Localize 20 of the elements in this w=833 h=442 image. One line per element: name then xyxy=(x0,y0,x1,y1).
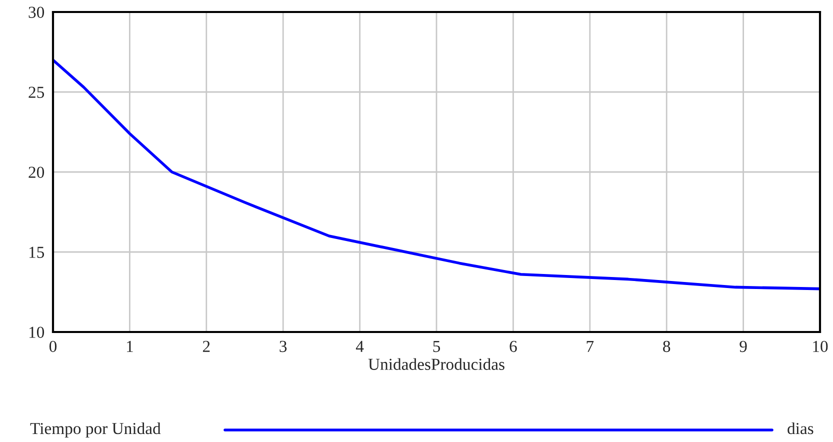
text: dias xyxy=(788,422,814,434)
y-tick-label: 10 xyxy=(29,326,44,338)
x-tick-label: 5 xyxy=(433,340,440,352)
line-series xyxy=(53,58,820,290)
x-tick-label: 10 xyxy=(813,340,828,352)
y-tick-label: 20 xyxy=(28,166,44,178)
x-tick-label: 9 xyxy=(740,340,747,352)
y-tick-label: 15 xyxy=(29,246,44,258)
y-tick-label: 25 xyxy=(28,86,44,98)
x-tick-label: 7 xyxy=(586,340,594,352)
y-tick-label: 30 xyxy=(28,6,44,18)
x-tick-label: 6 xyxy=(510,340,517,352)
x-tick-label: 0 xyxy=(49,340,57,352)
x-tick-label: 1 xyxy=(127,340,133,352)
x-tick-label: 3 xyxy=(280,340,287,352)
x-tick-label: 2 xyxy=(202,340,210,352)
x-axis-title: UnidadesProducidas xyxy=(368,358,504,370)
x-tick-label: 8 xyxy=(663,340,670,352)
text: Tiempo por Unidad xyxy=(30,422,161,438)
x-tick-label: 4 xyxy=(356,340,364,352)
